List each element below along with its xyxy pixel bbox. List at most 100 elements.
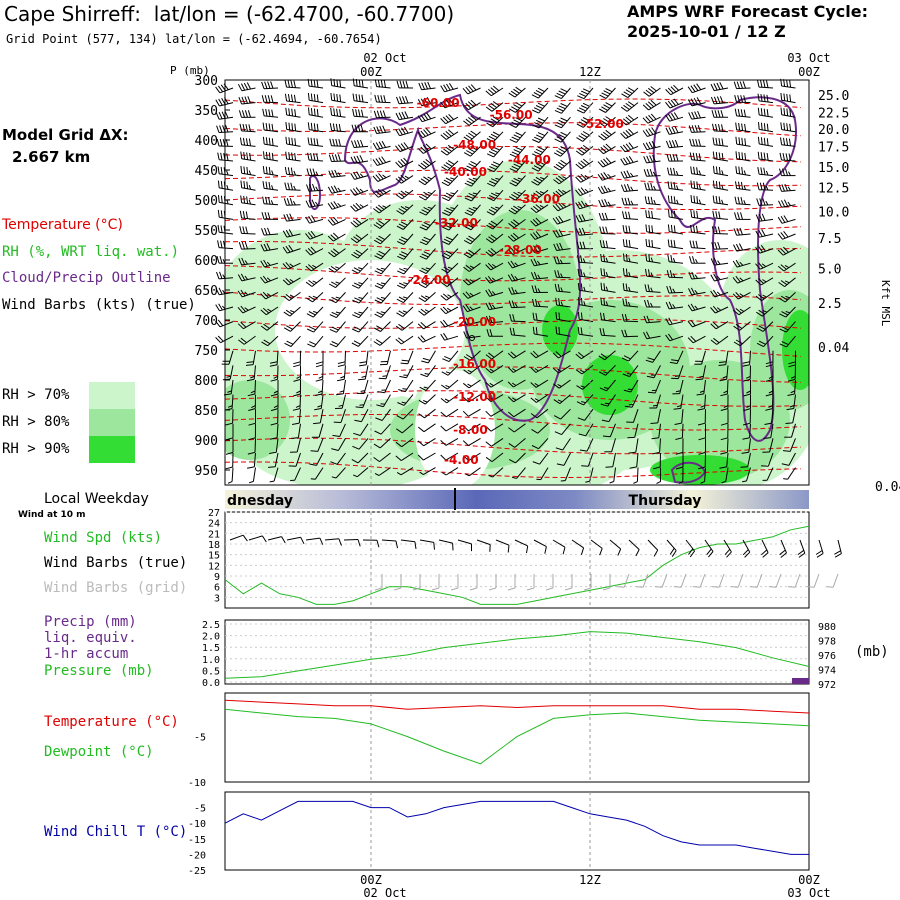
wind-barb-flag xyxy=(440,398,448,404)
wind-barb-flag xyxy=(339,94,342,102)
wind-barb xyxy=(486,131,504,143)
wind-barb-flag xyxy=(513,246,519,253)
wind-barb-flag xyxy=(463,253,471,259)
wind-barb-staff xyxy=(515,175,526,187)
wind-barb-flag xyxy=(441,166,448,171)
wind-barb-flag xyxy=(665,114,671,122)
wind-barb xyxy=(350,171,369,180)
wind-barb-flag xyxy=(580,255,583,263)
wind-barb-staff xyxy=(605,102,616,113)
wind-barb-flag xyxy=(465,278,472,284)
wind-barb-flag xyxy=(508,222,515,229)
wind-barb-staff xyxy=(309,85,324,89)
wind-barb-flag xyxy=(711,110,715,118)
wind-barb-flag xyxy=(270,81,274,89)
wind-barb xyxy=(756,321,774,332)
wind-barb-staff xyxy=(581,160,594,170)
wind-barb-staff xyxy=(341,394,346,409)
surface-wind-barb-flag xyxy=(834,553,842,558)
wind-barb xyxy=(305,246,324,256)
wind-barb xyxy=(485,275,504,284)
wind-barb-staff xyxy=(489,321,504,324)
wind-barb-flag xyxy=(237,290,243,298)
wind-barb-flag xyxy=(310,478,316,480)
wind-barb-flag xyxy=(650,272,654,277)
wind-barb-flag xyxy=(273,405,279,409)
wind-barb xyxy=(440,144,459,156)
wind-barb-flag xyxy=(557,270,560,278)
wind-barb xyxy=(554,283,571,293)
wind-barb-flag xyxy=(273,390,279,394)
wind-barb xyxy=(351,139,369,148)
wind-barb xyxy=(627,423,639,439)
wind-barb-staff xyxy=(604,116,616,127)
wind-barb-staff xyxy=(736,143,751,147)
wind-barb-flag xyxy=(243,166,246,174)
wind-barb-flag xyxy=(354,419,362,423)
wind-barb-flag xyxy=(466,150,473,155)
wind-barb-flag xyxy=(443,280,450,286)
wind-barb-flag xyxy=(395,194,403,200)
wind-barb-flag xyxy=(265,181,268,189)
wind-barb-flag xyxy=(778,297,786,303)
wind-barb-flag xyxy=(310,246,317,253)
grid-wind-barb xyxy=(564,574,573,591)
wind-barb-flag xyxy=(359,155,364,163)
wind-barb-flag xyxy=(558,229,564,237)
wind-barb-flag xyxy=(673,112,679,119)
wind-barb-flag xyxy=(380,95,383,103)
grid-wind-barb-staff xyxy=(661,573,668,588)
wind-barb-flag xyxy=(577,162,585,168)
wind-barb-flag xyxy=(283,214,288,222)
grid-wind-barb xyxy=(393,574,402,591)
wind-barb-flag xyxy=(600,186,606,194)
wind-barb-flag xyxy=(517,205,522,209)
wind-barb-flag xyxy=(354,124,358,132)
wind-barb-flag xyxy=(710,290,716,298)
wind-barb-flag xyxy=(217,85,224,93)
wind-barb-flag xyxy=(534,122,542,127)
wind-barb-flag xyxy=(396,415,404,420)
wind-barb xyxy=(509,146,526,158)
wind-barb-staff xyxy=(447,160,459,171)
wind-barb-flag xyxy=(513,205,520,211)
wind-barb-flag xyxy=(735,308,742,314)
wind-barb-flag xyxy=(328,170,333,178)
wind-barb-flag xyxy=(600,159,606,167)
wind-barb-flag xyxy=(534,382,539,387)
wind-barb-flag xyxy=(508,458,516,464)
wind-barb-staff xyxy=(219,87,234,94)
wind-barb xyxy=(600,282,616,293)
wind-barb-flag xyxy=(465,291,471,298)
wind-barb-staff xyxy=(358,438,369,450)
wind-barb xyxy=(247,438,256,455)
wind-barb xyxy=(644,299,661,308)
wind-barb-staff xyxy=(423,452,436,461)
wind-barb-flag xyxy=(485,396,492,402)
wind-barb-flag xyxy=(226,170,229,176)
wind-barb-staff xyxy=(714,262,729,266)
wind-barb-flag xyxy=(622,283,625,291)
wind-barb-flag xyxy=(648,141,654,149)
wind-barb-flag xyxy=(510,221,518,227)
wind-barb-flag xyxy=(340,375,345,379)
wind-barb-flag xyxy=(313,422,321,425)
wind-barb-staff xyxy=(514,87,526,98)
wind-barb-flag xyxy=(361,79,364,88)
wind-barb-flag xyxy=(743,185,746,190)
wind-barb-staff xyxy=(534,248,549,254)
wind-barb xyxy=(285,107,301,118)
surface-wind-barb-staff xyxy=(267,536,282,541)
wind-barb-flag xyxy=(507,261,513,269)
wind-barb-flag xyxy=(306,168,310,176)
wind-barb-flag xyxy=(743,393,751,397)
wind-barb-flag xyxy=(218,287,223,295)
wind-barb-flag xyxy=(378,157,384,164)
wind-barb-flag xyxy=(531,180,539,186)
wind-barb xyxy=(327,232,346,242)
wind-barb-flag xyxy=(423,236,431,241)
grid-wind-barb-staff xyxy=(813,573,820,588)
wind-barb-flag xyxy=(605,88,613,93)
wind-barb-staff xyxy=(603,145,616,155)
wind-barb-flag xyxy=(313,153,316,161)
